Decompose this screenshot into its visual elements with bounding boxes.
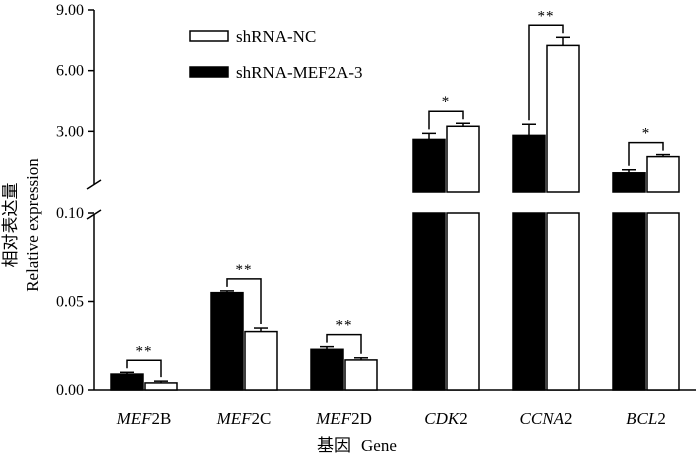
x-tick-label: MEF2D (315, 409, 372, 428)
bar-control-upper (446, 125, 480, 193)
significance-bracket (326, 333, 362, 354)
legend-swatch (189, 66, 229, 78)
y-axis-title-en: Relative expression (23, 158, 42, 292)
y-tick-label: 0.05 (56, 294, 84, 311)
significance-label: ** (236, 262, 253, 278)
significance-bracket (126, 359, 162, 378)
bar-control-upper (546, 44, 580, 193)
significance-bracket (428, 110, 464, 130)
significance-bracket (528, 24, 564, 121)
y-tick-label: 9.00 (56, 2, 84, 19)
bar-knockdown (512, 212, 546, 391)
y-tick-label: 3.00 (56, 123, 84, 140)
axis-break-mark-lower (86, 209, 102, 220)
significance-label: ** (136, 343, 153, 359)
bar-control (244, 330, 278, 391)
legend-swatch (189, 30, 229, 42)
chart-marks: 0.000.050.103.006.009.00**MEF2B**MEF2C**… (56, 2, 696, 428)
bar-knockdown-upper (412, 138, 446, 193)
x-axis-title-cn: 基因 (317, 436, 351, 455)
x-tick-label: CCNA2 (520, 409, 573, 428)
x-axis-title-en: Gene (361, 436, 397, 455)
bar-control (144, 382, 178, 391)
axis-break-mark-upper (86, 179, 102, 190)
significance-bracket (226, 278, 262, 325)
x-tick-label: MEF2C (216, 409, 272, 428)
x-axis-title: 基因 Gene (317, 436, 397, 455)
bar-knockdown (210, 291, 244, 391)
significance-bracket (628, 141, 664, 166)
legend-label: shRNA-NC (236, 27, 316, 46)
bar-control-upper (646, 155, 680, 193)
legend-label: shRNA-MEF2A-3 (236, 63, 363, 82)
x-tick-label: CDK2 (424, 409, 467, 428)
bar-knockdown (612, 212, 646, 391)
bar-knockdown (412, 212, 446, 391)
x-tick-label: MEF2B (116, 409, 172, 428)
bar-control (446, 212, 480, 391)
significance-label: ** (336, 318, 353, 334)
y-axis-title-cn: 相对表达量 (1, 183, 20, 268)
y-axis-title: 相对表达量 Relative expression (1, 158, 42, 292)
bar-knockdown-upper (612, 172, 646, 193)
bar-knockdown-upper (512, 134, 546, 193)
bar-knockdown (110, 373, 144, 391)
y-tick-label: 0.10 (56, 205, 84, 222)
significance-label: * (642, 126, 651, 142)
bar-control (546, 212, 580, 391)
x-tick-label: BCL2 (626, 409, 666, 428)
significance-label: ** (538, 8, 555, 24)
y-tick-label: 0.00 (56, 382, 84, 399)
bar-control (344, 359, 378, 391)
bar-control (646, 212, 680, 391)
y-tick-label: 6.00 (56, 63, 84, 80)
bar-knockdown (310, 348, 344, 391)
significance-label: * (442, 94, 451, 110)
